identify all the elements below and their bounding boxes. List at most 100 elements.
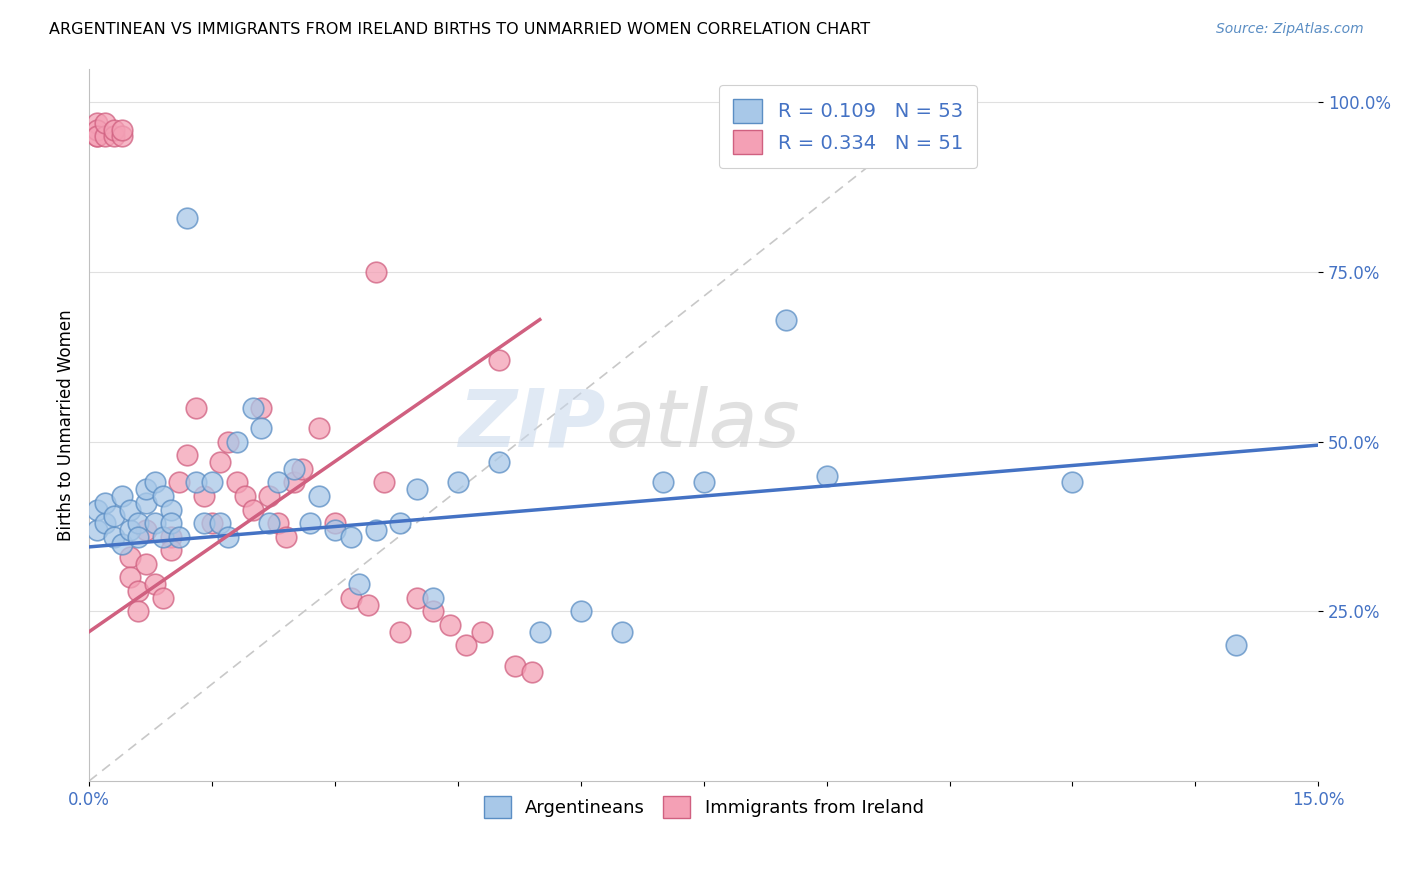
Point xyxy=(201,475,224,490)
Point xyxy=(127,604,149,618)
Point xyxy=(274,530,297,544)
Point xyxy=(233,489,256,503)
Point xyxy=(103,129,125,144)
Point xyxy=(193,516,215,530)
Text: ZIP: ZIP xyxy=(458,385,606,464)
Point xyxy=(250,401,273,415)
Point xyxy=(357,598,380,612)
Point xyxy=(111,489,134,503)
Point xyxy=(610,624,633,639)
Point xyxy=(364,523,387,537)
Point xyxy=(152,530,174,544)
Text: Source: ZipAtlas.com: Source: ZipAtlas.com xyxy=(1216,22,1364,37)
Point xyxy=(815,468,838,483)
Point xyxy=(184,475,207,490)
Point xyxy=(176,448,198,462)
Point xyxy=(471,624,494,639)
Point xyxy=(152,489,174,503)
Point xyxy=(143,516,166,530)
Point xyxy=(488,455,510,469)
Point xyxy=(291,462,314,476)
Point xyxy=(86,129,108,144)
Text: ARGENTINEAN VS IMMIGRANTS FROM IRELAND BIRTHS TO UNMARRIED WOMEN CORRELATION CHA: ARGENTINEAN VS IMMIGRANTS FROM IRELAND B… xyxy=(49,22,870,37)
Point xyxy=(364,265,387,279)
Point xyxy=(242,401,264,415)
Point xyxy=(651,475,673,490)
Legend: Argentineans, Immigrants from Ireland: Argentineans, Immigrants from Ireland xyxy=(477,789,931,825)
Point xyxy=(340,530,363,544)
Point xyxy=(405,482,427,496)
Point xyxy=(118,502,141,516)
Point xyxy=(323,523,346,537)
Point xyxy=(340,591,363,605)
Point xyxy=(259,489,281,503)
Point xyxy=(118,523,141,537)
Point xyxy=(167,475,190,490)
Point xyxy=(143,577,166,591)
Point xyxy=(242,502,264,516)
Point xyxy=(167,530,190,544)
Point xyxy=(111,122,134,136)
Point xyxy=(86,502,108,516)
Point xyxy=(94,116,117,130)
Point xyxy=(405,591,427,605)
Point xyxy=(160,530,183,544)
Point xyxy=(86,116,108,130)
Point xyxy=(127,584,149,599)
Point xyxy=(209,516,232,530)
Point xyxy=(299,516,322,530)
Point xyxy=(103,530,125,544)
Point xyxy=(209,455,232,469)
Text: atlas: atlas xyxy=(606,385,800,464)
Point xyxy=(373,475,395,490)
Point xyxy=(454,638,477,652)
Point xyxy=(422,604,444,618)
Point xyxy=(135,523,157,537)
Point xyxy=(422,591,444,605)
Point xyxy=(160,502,183,516)
Point xyxy=(775,312,797,326)
Point xyxy=(127,530,149,544)
Point xyxy=(529,624,551,639)
Point xyxy=(389,516,412,530)
Point xyxy=(193,489,215,503)
Point xyxy=(349,577,371,591)
Point xyxy=(152,591,174,605)
Point xyxy=(439,618,461,632)
Point xyxy=(111,536,134,550)
Point xyxy=(1062,475,1084,490)
Point xyxy=(135,557,157,571)
Point xyxy=(160,516,183,530)
Point xyxy=(217,530,239,544)
Point xyxy=(127,516,149,530)
Point xyxy=(184,401,207,415)
Point xyxy=(266,516,288,530)
Point xyxy=(86,122,108,136)
Point xyxy=(103,122,125,136)
Point xyxy=(103,509,125,524)
Point xyxy=(308,489,330,503)
Point xyxy=(160,543,183,558)
Point xyxy=(569,604,592,618)
Point xyxy=(111,129,134,144)
Y-axis label: Births to Unmarried Women: Births to Unmarried Women xyxy=(58,309,75,541)
Point xyxy=(692,475,714,490)
Point xyxy=(520,665,543,680)
Point xyxy=(266,475,288,490)
Point xyxy=(1225,638,1247,652)
Point xyxy=(176,211,198,225)
Point xyxy=(389,624,412,639)
Point xyxy=(488,353,510,368)
Point xyxy=(94,129,117,144)
Point xyxy=(201,516,224,530)
Point xyxy=(259,516,281,530)
Point xyxy=(308,421,330,435)
Point xyxy=(118,550,141,565)
Point xyxy=(503,658,526,673)
Point xyxy=(94,516,117,530)
Point xyxy=(225,475,247,490)
Point xyxy=(250,421,273,435)
Point xyxy=(135,482,157,496)
Point xyxy=(323,516,346,530)
Point xyxy=(118,570,141,584)
